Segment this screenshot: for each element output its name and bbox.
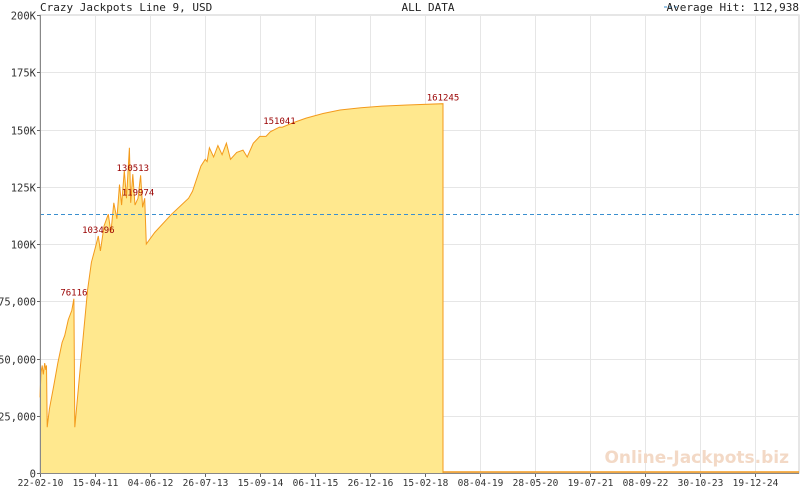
point-value-label: 130513 bbox=[117, 164, 150, 174]
series-area bbox=[39, 103, 799, 473]
y-tick-label: 200K bbox=[11, 11, 37, 23]
x-tick-label: 26-07-13 bbox=[183, 478, 229, 489]
point-value-label: 103496 bbox=[82, 226, 115, 236]
y-tick-label: 150K bbox=[11, 126, 37, 138]
x-tick-label: 22-02-10 bbox=[18, 478, 64, 489]
point-value-label: 119974 bbox=[122, 188, 155, 198]
x-tick-label: 30-10-23 bbox=[678, 478, 724, 489]
y-tick-label: 75,000 bbox=[0, 297, 36, 309]
point-value-label: 76116 bbox=[60, 289, 87, 299]
y-tick-label: 50,000 bbox=[0, 355, 36, 367]
watermark: Online-Jackpots.biz bbox=[604, 448, 789, 468]
x-tick-label: 04-06-12 bbox=[128, 478, 174, 489]
x-tick-label: 08-09-22 bbox=[623, 478, 669, 489]
x-tick-label: 19-07-21 bbox=[568, 478, 614, 489]
y-tick-label: 25,000 bbox=[0, 412, 36, 424]
y-tick-label: 0 bbox=[30, 469, 36, 481]
x-tick-label: 08-04-19 bbox=[458, 478, 504, 489]
y-tick-label: 125K bbox=[11, 183, 37, 195]
axes: 0 25,000 50,000 75,000 100K 125K 150K 175K 200K 2… bbox=[0, 11, 799, 489]
x-tick-label: 26-12-16 bbox=[348, 478, 394, 489]
point-value-label: 161245 bbox=[427, 94, 460, 104]
x-tick-label: 06-11-15 bbox=[293, 478, 339, 489]
x-tick-label: 19-12-24 bbox=[733, 478, 779, 489]
x-tick-label: 15-04-11 bbox=[73, 478, 119, 489]
x-tick-label: 15-02-18 bbox=[403, 478, 449, 489]
point-labels: 76116 103496 130513 119974 151041 161245 bbox=[60, 94, 459, 299]
y-tick-label: 100K bbox=[11, 240, 37, 252]
chart-subtitle: ALL DATA bbox=[402, 1, 455, 14]
series-line bbox=[39, 103, 444, 473]
x-tick-label: 28-05-20 bbox=[513, 478, 559, 489]
point-value-label: 151041 bbox=[263, 117, 296, 127]
average-legend-label: Average Hit: 112,938 bbox=[667, 1, 799, 14]
chart-title: Crazy Jackpots Line 9, USD bbox=[40, 1, 212, 14]
y-tick-label: 175K bbox=[11, 68, 37, 80]
x-tick-label: 15-09-14 bbox=[238, 478, 284, 489]
series-fill bbox=[40, 103, 443, 473]
